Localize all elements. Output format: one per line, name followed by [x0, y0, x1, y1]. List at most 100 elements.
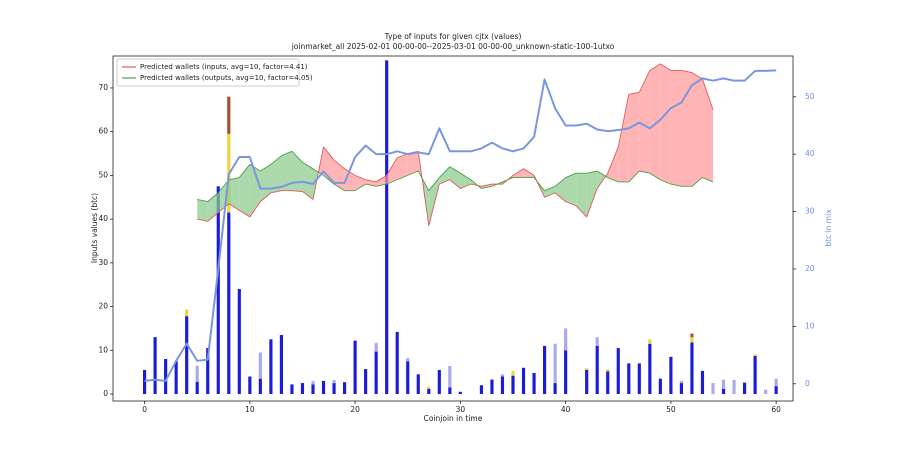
area-fill [565, 173, 577, 206]
bar [353, 340, 357, 395]
chart-title: Type of inputs for given cjtx (values) [384, 32, 522, 41]
y-tick-label: 30 [98, 258, 108, 267]
bar [721, 379, 726, 389]
area-fill [481, 184, 492, 189]
bar [364, 369, 368, 395]
bar [279, 334, 283, 395]
area-edge [197, 63, 714, 227]
area-fill [281, 151, 292, 191]
bar [448, 387, 452, 395]
bar [416, 374, 420, 395]
bar [406, 361, 410, 395]
bar [174, 361, 178, 395]
y-axis-label: Inputs values (btc) [90, 193, 99, 263]
bar [690, 337, 694, 343]
area-fill [628, 92, 640, 182]
area-fill [197, 199, 208, 222]
bar [595, 337, 599, 346]
bar [521, 367, 526, 395]
bar [216, 186, 220, 395]
bar [427, 386, 431, 389]
bar [637, 363, 641, 395]
x-tick-label: 50 [666, 405, 676, 414]
bar [658, 378, 662, 395]
legend-label: Predicted wallets (inputs, avg=10, facto… [140, 63, 308, 71]
bar [458, 391, 462, 395]
y2-tick-label: 40 [805, 149, 815, 158]
bar [553, 343, 557, 384]
bar [490, 379, 494, 395]
y2-tick-label: 30 [805, 207, 815, 216]
bar [427, 388, 431, 395]
bar [437, 369, 441, 395]
bar [511, 375, 515, 395]
bar [774, 386, 778, 395]
bar [395, 331, 399, 395]
area-fill [513, 168, 524, 178]
x-tick-label: 60 [771, 405, 781, 414]
area-fill [439, 166, 450, 185]
area-fill [386, 157, 398, 185]
bar [616, 348, 620, 395]
bar [321, 380, 326, 395]
bar [153, 337, 157, 395]
bar [500, 374, 505, 377]
bar [374, 351, 378, 395]
area-fill [397, 153, 408, 180]
bar [753, 355, 757, 395]
bar [258, 378, 262, 395]
line [144, 69, 777, 382]
bar [690, 342, 694, 395]
bar [648, 343, 652, 395]
area-fill [270, 155, 282, 193]
area-fill [639, 70, 650, 174]
bar [479, 385, 483, 395]
bar [585, 369, 589, 395]
area-fill [460, 173, 471, 189]
area-fill [702, 79, 713, 182]
area-fill [576, 173, 587, 217]
bar [774, 378, 778, 387]
plot-area [143, 60, 778, 395]
bar [185, 309, 189, 317]
chart-subtitle: joinmarket_all 2025-02-01 00-00-00--2025… [291, 42, 615, 51]
bar [248, 376, 252, 395]
x-tick-label: 30 [456, 405, 466, 414]
bar [343, 382, 347, 395]
bar [332, 380, 336, 384]
bar [743, 382, 747, 395]
area-fill [555, 177, 566, 202]
area-fill [544, 186, 556, 198]
bar [679, 380, 683, 384]
bar [606, 371, 610, 395]
area-fill [660, 63, 671, 185]
bar [595, 345, 599, 395]
axes-frame [112, 55, 794, 402]
bar [606, 369, 610, 372]
area-fill [523, 168, 535, 178]
legend-box [116, 58, 300, 87]
y2-axis-label: btc in mix [824, 209, 833, 247]
y2-tick-label: 50 [805, 92, 815, 101]
bar [195, 365, 199, 382]
y2-tick-label: 10 [805, 321, 815, 330]
bar [764, 389, 768, 395]
area-fill [260, 164, 271, 202]
bar [185, 316, 189, 395]
area-fill [376, 175, 387, 187]
area-fill [586, 171, 598, 217]
bar [700, 370, 705, 395]
area-fill [449, 166, 461, 189]
y-tick-label: 10 [98, 345, 108, 354]
bar [690, 333, 694, 338]
y-tick-label: 40 [98, 214, 108, 223]
bar [311, 380, 315, 385]
y-tick-label: 20 [98, 302, 108, 311]
area-fill [302, 162, 313, 200]
area-fill [407, 151, 419, 176]
y-tick-label: 0 [103, 389, 108, 398]
bar [543, 345, 547, 395]
area-fill [239, 164, 250, 217]
bar [627, 363, 631, 395]
